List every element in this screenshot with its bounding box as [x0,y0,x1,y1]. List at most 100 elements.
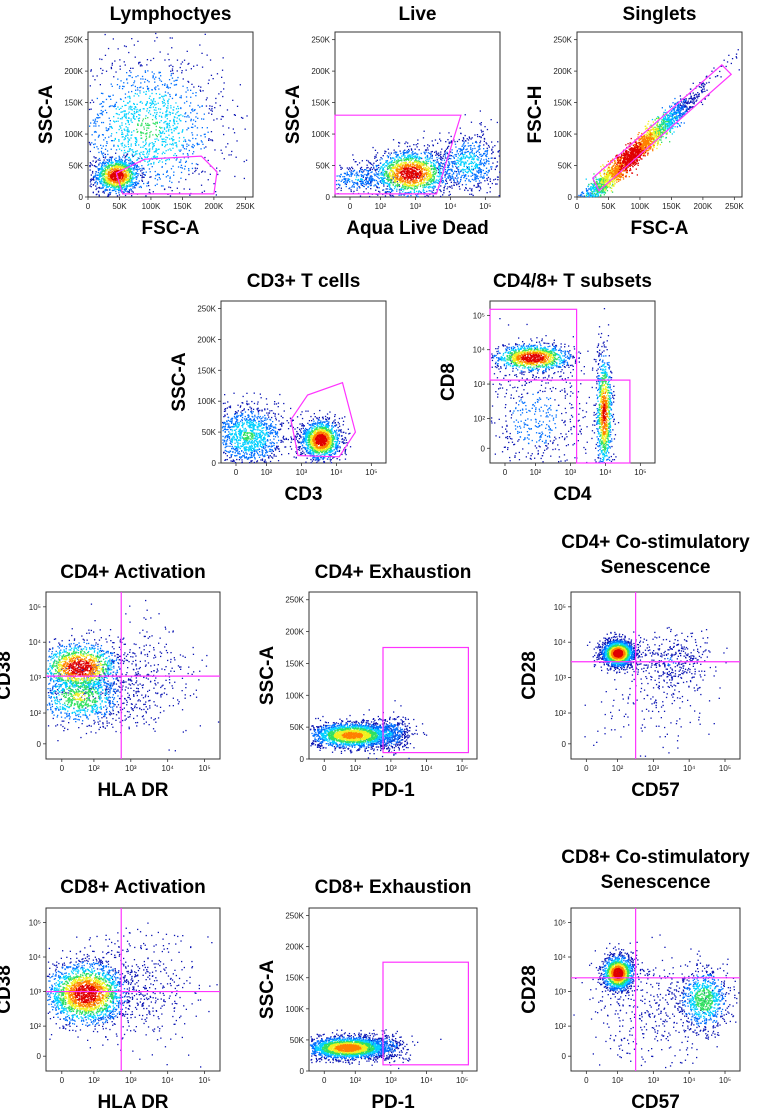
event-dot [193,86,194,87]
event-dot [195,92,196,93]
event-dot [97,114,98,115]
event-dot [121,122,122,123]
event-dot [201,185,202,186]
event-dot [131,38,132,39]
event-dot [209,108,210,109]
event-dot [388,180,389,181]
event-dot [383,179,384,180]
event-dot [137,104,138,105]
event-dot [468,158,469,159]
event-dot [169,79,170,80]
event-dot [736,56,737,57]
event-dot [396,189,397,190]
event-dot [469,170,470,171]
event-dot [164,188,165,189]
event-dot [711,71,712,72]
event-dot [97,182,98,183]
event-dot [118,141,119,142]
event-dot [167,54,168,55]
event-dot [426,183,427,184]
event-dot [351,174,352,175]
event-dot [117,145,118,146]
event-dot [198,86,199,87]
event-dot [100,113,101,114]
event-dot [425,150,426,151]
event-dot [479,190,480,191]
event-dot [118,139,119,140]
event-dot [478,170,479,171]
event-dot [139,153,140,154]
event-dot [405,181,406,182]
event-dot [423,192,424,193]
event-dot [158,88,159,89]
event-dot [103,184,104,185]
event-dot [405,177,406,178]
event-dot [472,175,473,176]
event-dot [454,161,455,162]
event-dot [167,101,168,102]
event-dot [176,145,177,146]
y-tick-label: 250K [311,36,330,45]
event-dot [471,190,472,191]
event-dot [392,158,393,159]
event-dot [152,77,153,78]
event-dot [447,183,448,184]
event-dot [140,82,141,83]
event-dot [147,80,148,81]
event-dot [127,135,128,136]
event-dot [427,182,428,183]
event-dot [464,166,465,167]
event-dot [349,175,350,176]
event-dot [391,182,392,183]
event-dot [439,139,440,140]
event-dot [227,109,228,110]
event-dot [379,159,380,160]
event-dot [119,59,120,60]
event-dot [155,77,156,78]
event-dot [401,187,402,188]
event-dot [471,159,472,160]
event-dot [480,176,481,177]
event-dot [351,170,352,171]
event-dot [135,177,136,178]
event-dot [454,171,455,172]
event-dot [433,169,434,170]
event-dot [182,61,183,62]
event-dot [468,175,469,176]
event-dot [192,134,193,135]
event-dot [153,163,154,164]
event-dot [208,80,209,81]
event-dot [197,143,198,144]
event-dot [366,188,367,189]
event-dot [162,153,163,154]
event-dot [205,34,206,35]
event-dot [370,185,371,186]
event-dot [236,157,237,158]
event-dot [240,84,241,85]
event-dot [149,150,150,151]
event-dot [440,185,441,186]
event-dot [100,145,101,146]
event-dot [95,162,96,163]
event-dot [396,152,397,153]
event-dot [409,146,410,147]
event-dot [435,162,436,163]
event-dot [481,156,482,157]
event-dot [216,168,217,169]
event-dot [200,87,201,88]
event-dot [124,164,125,165]
event-dot [410,182,411,183]
event-dot [141,123,142,124]
event-dot [156,112,157,113]
event-dot [162,144,163,145]
event-dot [452,152,453,153]
event-dot [451,185,452,186]
event-dot [495,183,496,184]
event-dot [159,115,160,116]
event-dot [486,178,487,179]
event-dot [433,190,434,191]
event-dot [166,107,167,108]
event-dot [107,176,108,177]
event-dot [171,83,172,84]
event-dot [490,166,491,167]
